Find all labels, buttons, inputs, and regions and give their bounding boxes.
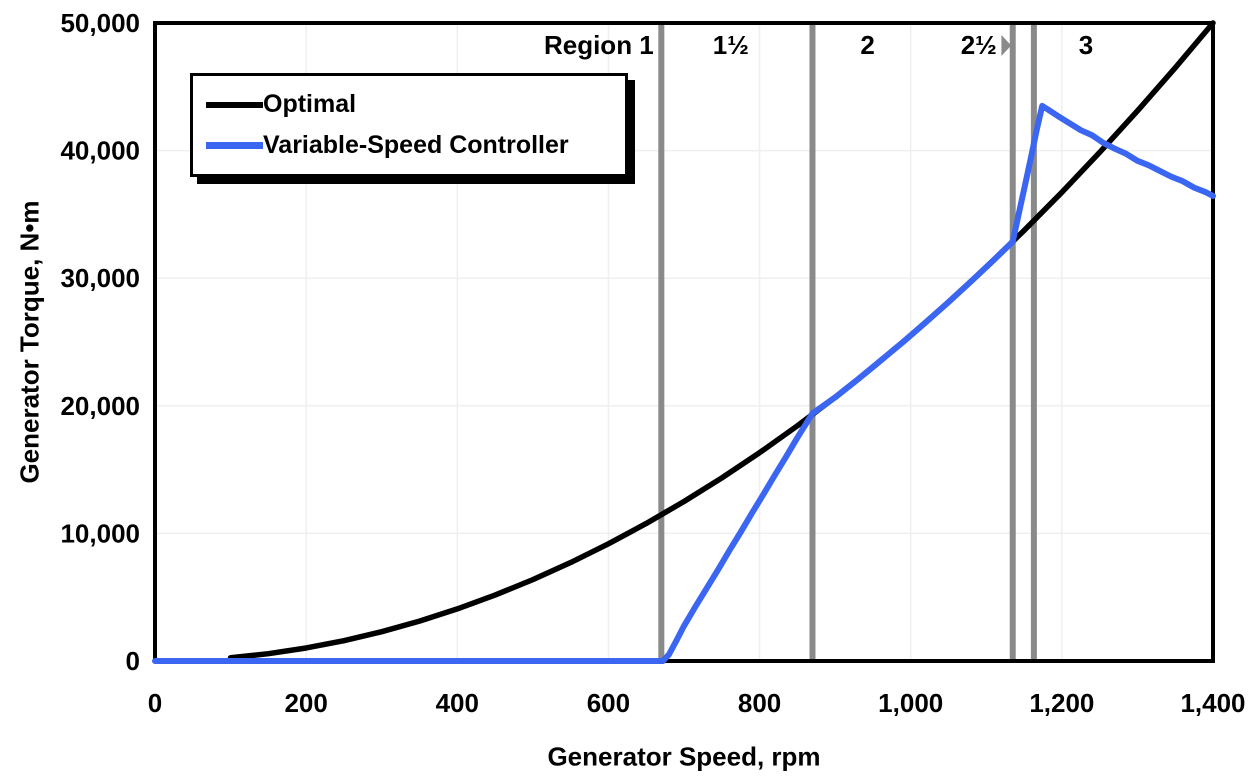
x-tick-label: 1,000 <box>878 688 943 718</box>
x-tick-label: 1,400 <box>1180 688 1245 718</box>
y-tick-label: 40,000 <box>60 136 140 166</box>
y-axis-title: Generator Torque, N•m <box>14 200 45 484</box>
region-2half-arrow-icon <box>1001 35 1012 56</box>
y-tick-label: 0 <box>126 646 140 676</box>
x-tick-label: 1,200 <box>1029 688 1094 718</box>
region-label: 1½ <box>713 30 749 60</box>
legend-label-vsc: Variable-Speed Controller <box>263 131 569 159</box>
region-label: 2½ <box>961 30 997 60</box>
x-tick-label: 800 <box>738 688 781 718</box>
y-tick-label: 10,000 <box>60 518 140 548</box>
legend: Optimal Variable-Speed Controller <box>190 73 628 177</box>
optimal-curve <box>227 20 1216 661</box>
x-tick-label: 400 <box>436 688 479 718</box>
x-axis-title: Generator Speed, rpm <box>547 741 821 772</box>
optimal-line-swatch <box>206 101 263 108</box>
legend-entry-optimal: Optimal <box>206 92 625 117</box>
x-tick-label: 600 <box>587 688 630 718</box>
y-tick-label: 20,000 <box>60 391 140 421</box>
region-label: 3 <box>1079 30 1093 60</box>
variable-speed-controller-curve <box>152 102 1216 664</box>
y-tick-label: 50,000 <box>60 8 140 38</box>
x-tick-label: 200 <box>284 688 327 718</box>
region-label: 2 <box>860 30 874 60</box>
legend-label-optimal: Optimal <box>263 90 357 118</box>
plot-border <box>153 21 1215 663</box>
y-tick-label: 30,000 <box>60 263 140 293</box>
legend-entry-vsc: Variable-Speed Controller <box>206 133 625 158</box>
x-tick-label: 0 <box>148 688 162 718</box>
region-label: Region 1 <box>544 30 654 60</box>
vsc-line-swatch <box>206 142 263 149</box>
